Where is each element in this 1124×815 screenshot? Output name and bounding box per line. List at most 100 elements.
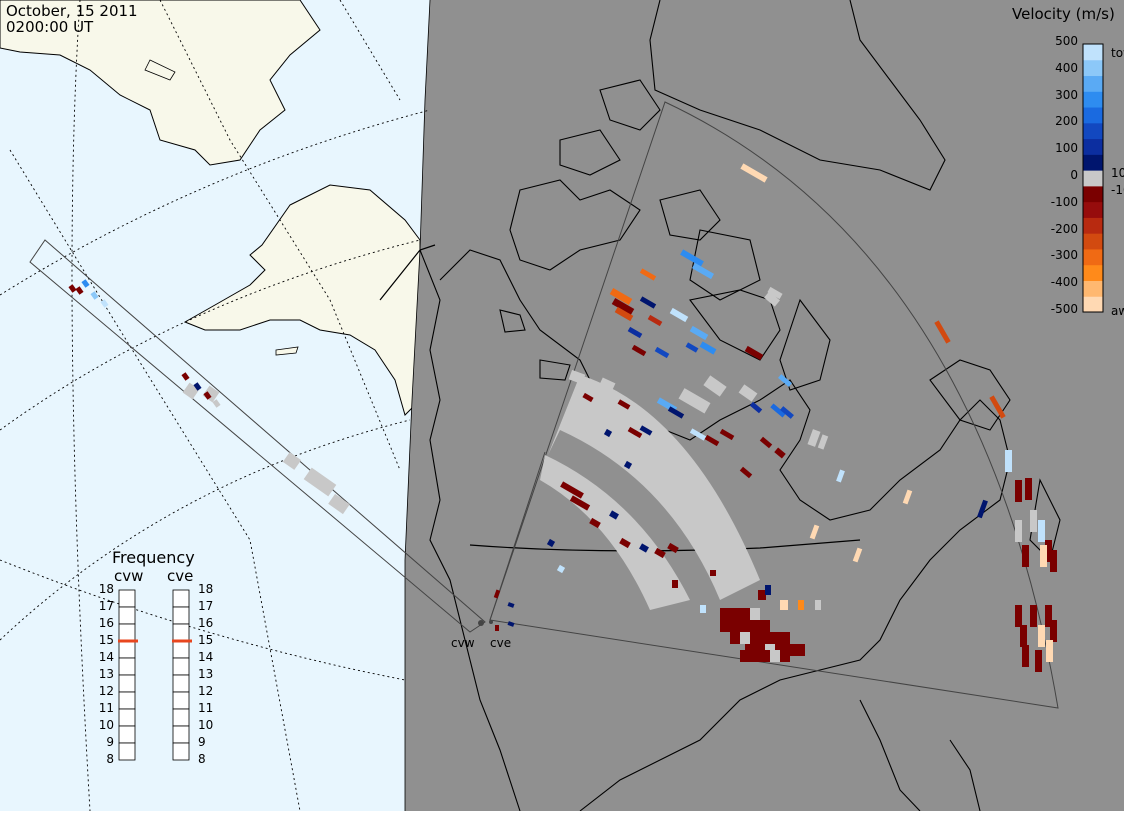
backscatter-cell xyxy=(1035,650,1042,672)
colorbar-swatch xyxy=(1083,107,1103,124)
backscatter-cell xyxy=(750,632,760,644)
backscatter-cell xyxy=(617,399,631,410)
backscatter-cell xyxy=(1045,540,1052,562)
frequency-cell xyxy=(172,708,190,727)
frequency-tick-left: 8 xyxy=(106,752,114,766)
legend-tick-label: -500 xyxy=(1050,302,1078,316)
backscatter-cell xyxy=(750,650,760,662)
backscatter-cell xyxy=(647,314,663,327)
backscatter-cell xyxy=(1050,620,1057,642)
radar-site-cvw xyxy=(478,620,484,626)
time-label: 0200:00 UT xyxy=(6,18,94,36)
frequency-tick-left: 14 xyxy=(98,650,114,664)
backscatter-cell xyxy=(623,460,633,470)
backscatter-cell xyxy=(720,620,730,632)
backscatter-cell xyxy=(627,326,643,339)
backscatter-cell xyxy=(730,608,740,620)
backscatter-cell xyxy=(778,374,792,387)
legend-tick-label: -200 xyxy=(1050,221,1078,236)
frequency-cell xyxy=(118,674,136,693)
frequency-tick-right: 15 xyxy=(198,633,214,647)
backscatter-cell xyxy=(759,436,773,449)
frequency-tick-right: 9 xyxy=(198,735,206,749)
terminator-line xyxy=(404,0,431,811)
backscatter-cell xyxy=(569,495,591,511)
backscatter-cell xyxy=(667,542,679,554)
frequency-radar-cve: cve xyxy=(167,567,194,585)
night-side xyxy=(405,0,1124,811)
frequency-cell xyxy=(118,606,136,625)
frequency-scale xyxy=(118,589,192,761)
backscatter-cell xyxy=(193,382,202,391)
backscatter-cell xyxy=(740,650,750,662)
backscatter-cell xyxy=(750,608,760,620)
backscatter-cell xyxy=(710,570,716,576)
backscatter-cell xyxy=(704,434,720,447)
frequency-cell xyxy=(172,657,190,676)
backscatter-cell xyxy=(780,406,794,419)
radar-label-cvw: cvw xyxy=(451,636,475,650)
backscatter-cell xyxy=(798,600,804,610)
backscatter-cell xyxy=(495,625,499,631)
legend-tick-label: 0 xyxy=(1070,168,1078,182)
frequency-cell xyxy=(172,606,190,625)
backscatter-cell xyxy=(1022,545,1029,567)
frequency-tick-right: 17 xyxy=(198,599,214,613)
backscatter-cell xyxy=(614,306,634,322)
frequency-tick-right: 18 xyxy=(198,582,214,596)
backscatter-cell xyxy=(619,537,631,549)
backscatter-cell xyxy=(744,345,764,361)
backscatter-cell xyxy=(977,499,988,519)
colorbar-swatch xyxy=(1083,185,1103,203)
backscatter-cell xyxy=(1030,510,1037,532)
frequency-tick-left: 17 xyxy=(98,599,114,613)
backscatter-cell xyxy=(730,632,740,644)
backscatter-cell xyxy=(1025,478,1032,500)
backscatter-cell xyxy=(631,344,647,357)
backscatter-cell xyxy=(760,620,770,632)
colorbar-swatch xyxy=(1083,44,1103,61)
frequency-cell xyxy=(172,691,190,710)
backscatter-cell xyxy=(795,644,805,656)
backscatter-cell xyxy=(1030,605,1037,627)
legend-tick-label: -400 xyxy=(1050,275,1078,290)
colorbar-swatch xyxy=(1083,138,1103,155)
backscatter-cell xyxy=(654,346,670,359)
legend-tick-label: -100 xyxy=(1050,194,1078,209)
land-siberia xyxy=(0,0,321,166)
backscatter-cell xyxy=(689,428,707,441)
graticule xyxy=(0,0,431,812)
backscatter-cell xyxy=(639,425,653,436)
radar-label-cve: cve xyxy=(490,636,512,650)
backscatter-cell xyxy=(699,341,717,355)
legend-colorbar xyxy=(1082,43,1104,313)
backscatter-cell xyxy=(639,296,657,309)
backscatter-cell xyxy=(672,580,678,588)
backscatter-cell xyxy=(611,297,635,316)
backscatter-cell xyxy=(902,489,913,505)
backscatter-cell xyxy=(730,620,740,632)
backscatter-cell xyxy=(739,466,753,479)
frequency-cell xyxy=(118,725,136,744)
frequency-cell xyxy=(118,589,136,608)
backscatter-cell xyxy=(760,650,770,662)
frequency-tick-left: 16 xyxy=(98,616,114,630)
backscatter-cell xyxy=(639,543,649,553)
frequency-title: Frequency xyxy=(112,548,195,567)
radar-sites xyxy=(478,620,493,626)
frequency-cell xyxy=(118,708,136,727)
backscatter-cell xyxy=(852,547,863,563)
colorbar-swatch xyxy=(1083,233,1103,250)
backscatter-cells xyxy=(68,163,1057,672)
frequency-cell xyxy=(172,742,190,761)
backscatter-cell xyxy=(680,249,704,267)
legend-away-label: away xyxy=(1111,304,1124,318)
backscatter-cell xyxy=(989,395,1006,419)
frequency-cell xyxy=(172,640,190,659)
island-aleutian-1 xyxy=(144,59,176,81)
backscatter-cell xyxy=(1038,520,1045,542)
backscatter-cell xyxy=(685,342,699,353)
backscatter-cell xyxy=(780,600,788,610)
backscatter-cell xyxy=(815,600,821,610)
backscatter-cell xyxy=(774,447,786,459)
